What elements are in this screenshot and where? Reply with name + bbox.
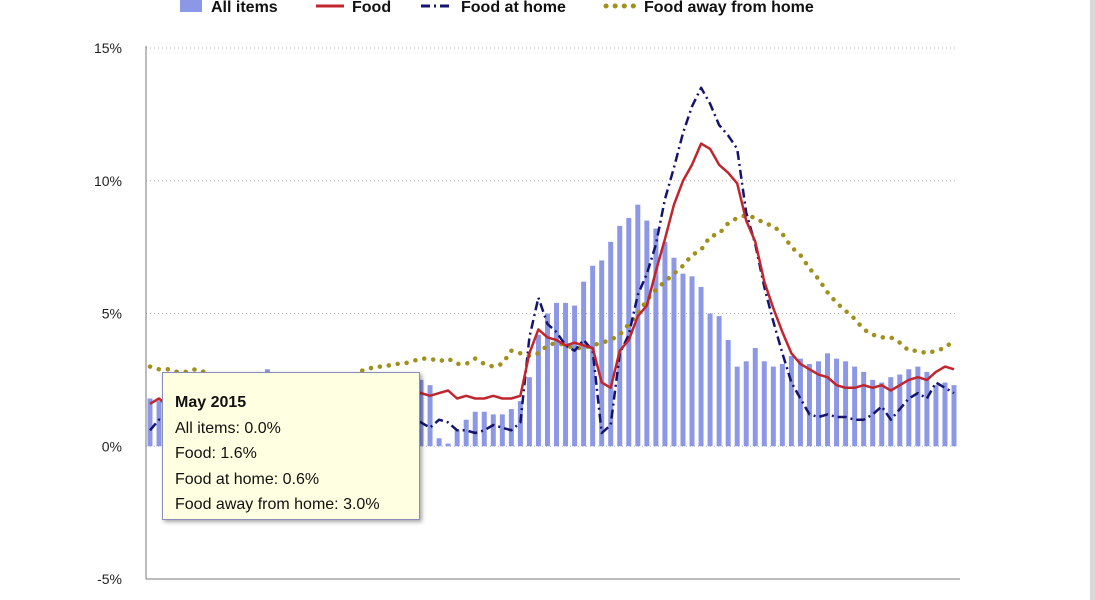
- legend-label-food-at-home[interactable]: Food at home: [461, 0, 566, 16]
- bar-all-items[interactable]: [671, 257, 677, 447]
- legend-label-food-away[interactable]: Food away from home: [644, 0, 814, 16]
- bar-all-items[interactable]: [689, 276, 695, 447]
- y-tick-label: 10%: [94, 173, 122, 189]
- legend-label-all-items[interactable]: All items: [211, 0, 278, 16]
- legend: All items Food Food at home Food away fr…: [180, 0, 814, 16]
- bar-all-items[interactable]: [716, 316, 722, 447]
- bar-all-items[interactable]: [924, 371, 930, 447]
- bar-all-items[interactable]: [427, 385, 433, 447]
- tooltip-line-food-at-home: Food at home: 0.6%: [175, 470, 320, 488]
- bar-all-items[interactable]: [481, 411, 487, 447]
- bar-all-items[interactable]: [590, 265, 596, 447]
- bar-all-items[interactable]: [599, 260, 605, 447]
- bar-all-items[interactable]: [743, 361, 749, 447]
- bar-all-items[interactable]: [147, 398, 153, 447]
- line-food-away[interactable]: [147, 213, 957, 388]
- bar-all-items[interactable]: [834, 358, 840, 447]
- bar-all-items[interactable]: [508, 409, 514, 447]
- bar-all-items[interactable]: [563, 302, 569, 447]
- bar-all-items[interactable]: [635, 204, 641, 447]
- bar-all-items[interactable]: [463, 419, 469, 447]
- bar-all-items[interactable]: [644, 220, 650, 447]
- data-tooltip: May 2015 All items: 0.0% Food: 1.6% Food…: [162, 372, 420, 520]
- bar-all-items[interactable]: [418, 379, 424, 447]
- bar-all-items[interactable]: [779, 363, 785, 447]
- bar-all-items[interactable]: [698, 286, 704, 447]
- bar-all-items[interactable]: [825, 353, 831, 447]
- bar-all-items[interactable]: [752, 348, 758, 447]
- bar-all-items[interactable]: [933, 385, 939, 447]
- y-tick-label: -5%: [97, 571, 122, 587]
- bar-all-items[interactable]: [870, 379, 876, 447]
- axes: [145, 46, 960, 580]
- bar-all-items[interactable]: [572, 305, 578, 447]
- bar-all-items[interactable]: [861, 371, 867, 447]
- bar-all-items[interactable]: [816, 361, 821, 447]
- tooltip-line-food-away: Food away from home: 3.0%: [175, 496, 380, 514]
- tooltip-title: May 2015: [175, 394, 247, 411]
- bar-all-items[interactable]: [951, 385, 957, 447]
- tooltip-line-food: Food: 1.6%: [175, 445, 257, 463]
- bar-all-items[interactable]: [906, 369, 912, 447]
- bar-all-items[interactable]: [879, 382, 885, 447]
- bar-all-items[interactable]: [499, 414, 505, 447]
- tooltip-line-all-items: All items: 0.0%: [175, 419, 281, 437]
- bar-all-items[interactable]: [526, 377, 532, 447]
- bar-all-items[interactable]: [544, 313, 550, 447]
- bar-all-items[interactable]: [852, 366, 858, 447]
- bar-all-items[interactable]: [156, 401, 162, 447]
- bar-all-items[interactable]: [915, 366, 921, 447]
- bar-all-items[interactable]: [662, 241, 668, 447]
- y-tick-label: 5%: [102, 306, 122, 322]
- y-tick-label: 15%: [94, 40, 122, 56]
- window-edge: [1090, 0, 1095, 600]
- bar-all-items[interactable]: [554, 302, 560, 447]
- bar-all-items[interactable]: [617, 225, 623, 447]
- y-axis-ticks: -5% 0% 5% 10% 15%: [94, 40, 122, 587]
- bar-all-items[interactable]: [888, 377, 894, 447]
- bar-all-items[interactable]: [770, 366, 776, 447]
- bar-all-items[interactable]: [535, 334, 541, 447]
- bar-all-items[interactable]: [472, 411, 478, 447]
- bar-all-items[interactable]: [626, 217, 632, 447]
- legend-label-food[interactable]: Food: [352, 0, 391, 16]
- bar-all-items[interactable]: [725, 340, 731, 447]
- bar-all-items[interactable]: [653, 228, 659, 447]
- bar-all-items[interactable]: [734, 366, 740, 447]
- bar-all-items[interactable]: [761, 361, 767, 447]
- bar-all-items[interactable]: [806, 363, 812, 447]
- bar-all-items[interactable]: [517, 401, 523, 447]
- bar-all-items[interactable]: [942, 382, 948, 447]
- bar-all-items[interactable]: [454, 430, 460, 447]
- bar-all-items[interactable]: [581, 281, 587, 447]
- bar-all-items[interactable]: [436, 438, 442, 447]
- grid: [146, 47, 958, 447]
- bar-all-items[interactable]: [490, 414, 496, 447]
- y-tick-label: 0%: [102, 438, 122, 454]
- bar-all-items[interactable]: [797, 358, 803, 447]
- bar-all-items[interactable]: [445, 443, 451, 447]
- bar-all-items[interactable]: [707, 313, 713, 447]
- bar-all-items[interactable]: [843, 361, 849, 447]
- bar-all-items[interactable]: [608, 241, 614, 447]
- legend-swatch-all-items: [180, 0, 202, 12]
- bar-all-items[interactable]: [788, 355, 794, 447]
- bar-all-items[interactable]: [680, 273, 686, 447]
